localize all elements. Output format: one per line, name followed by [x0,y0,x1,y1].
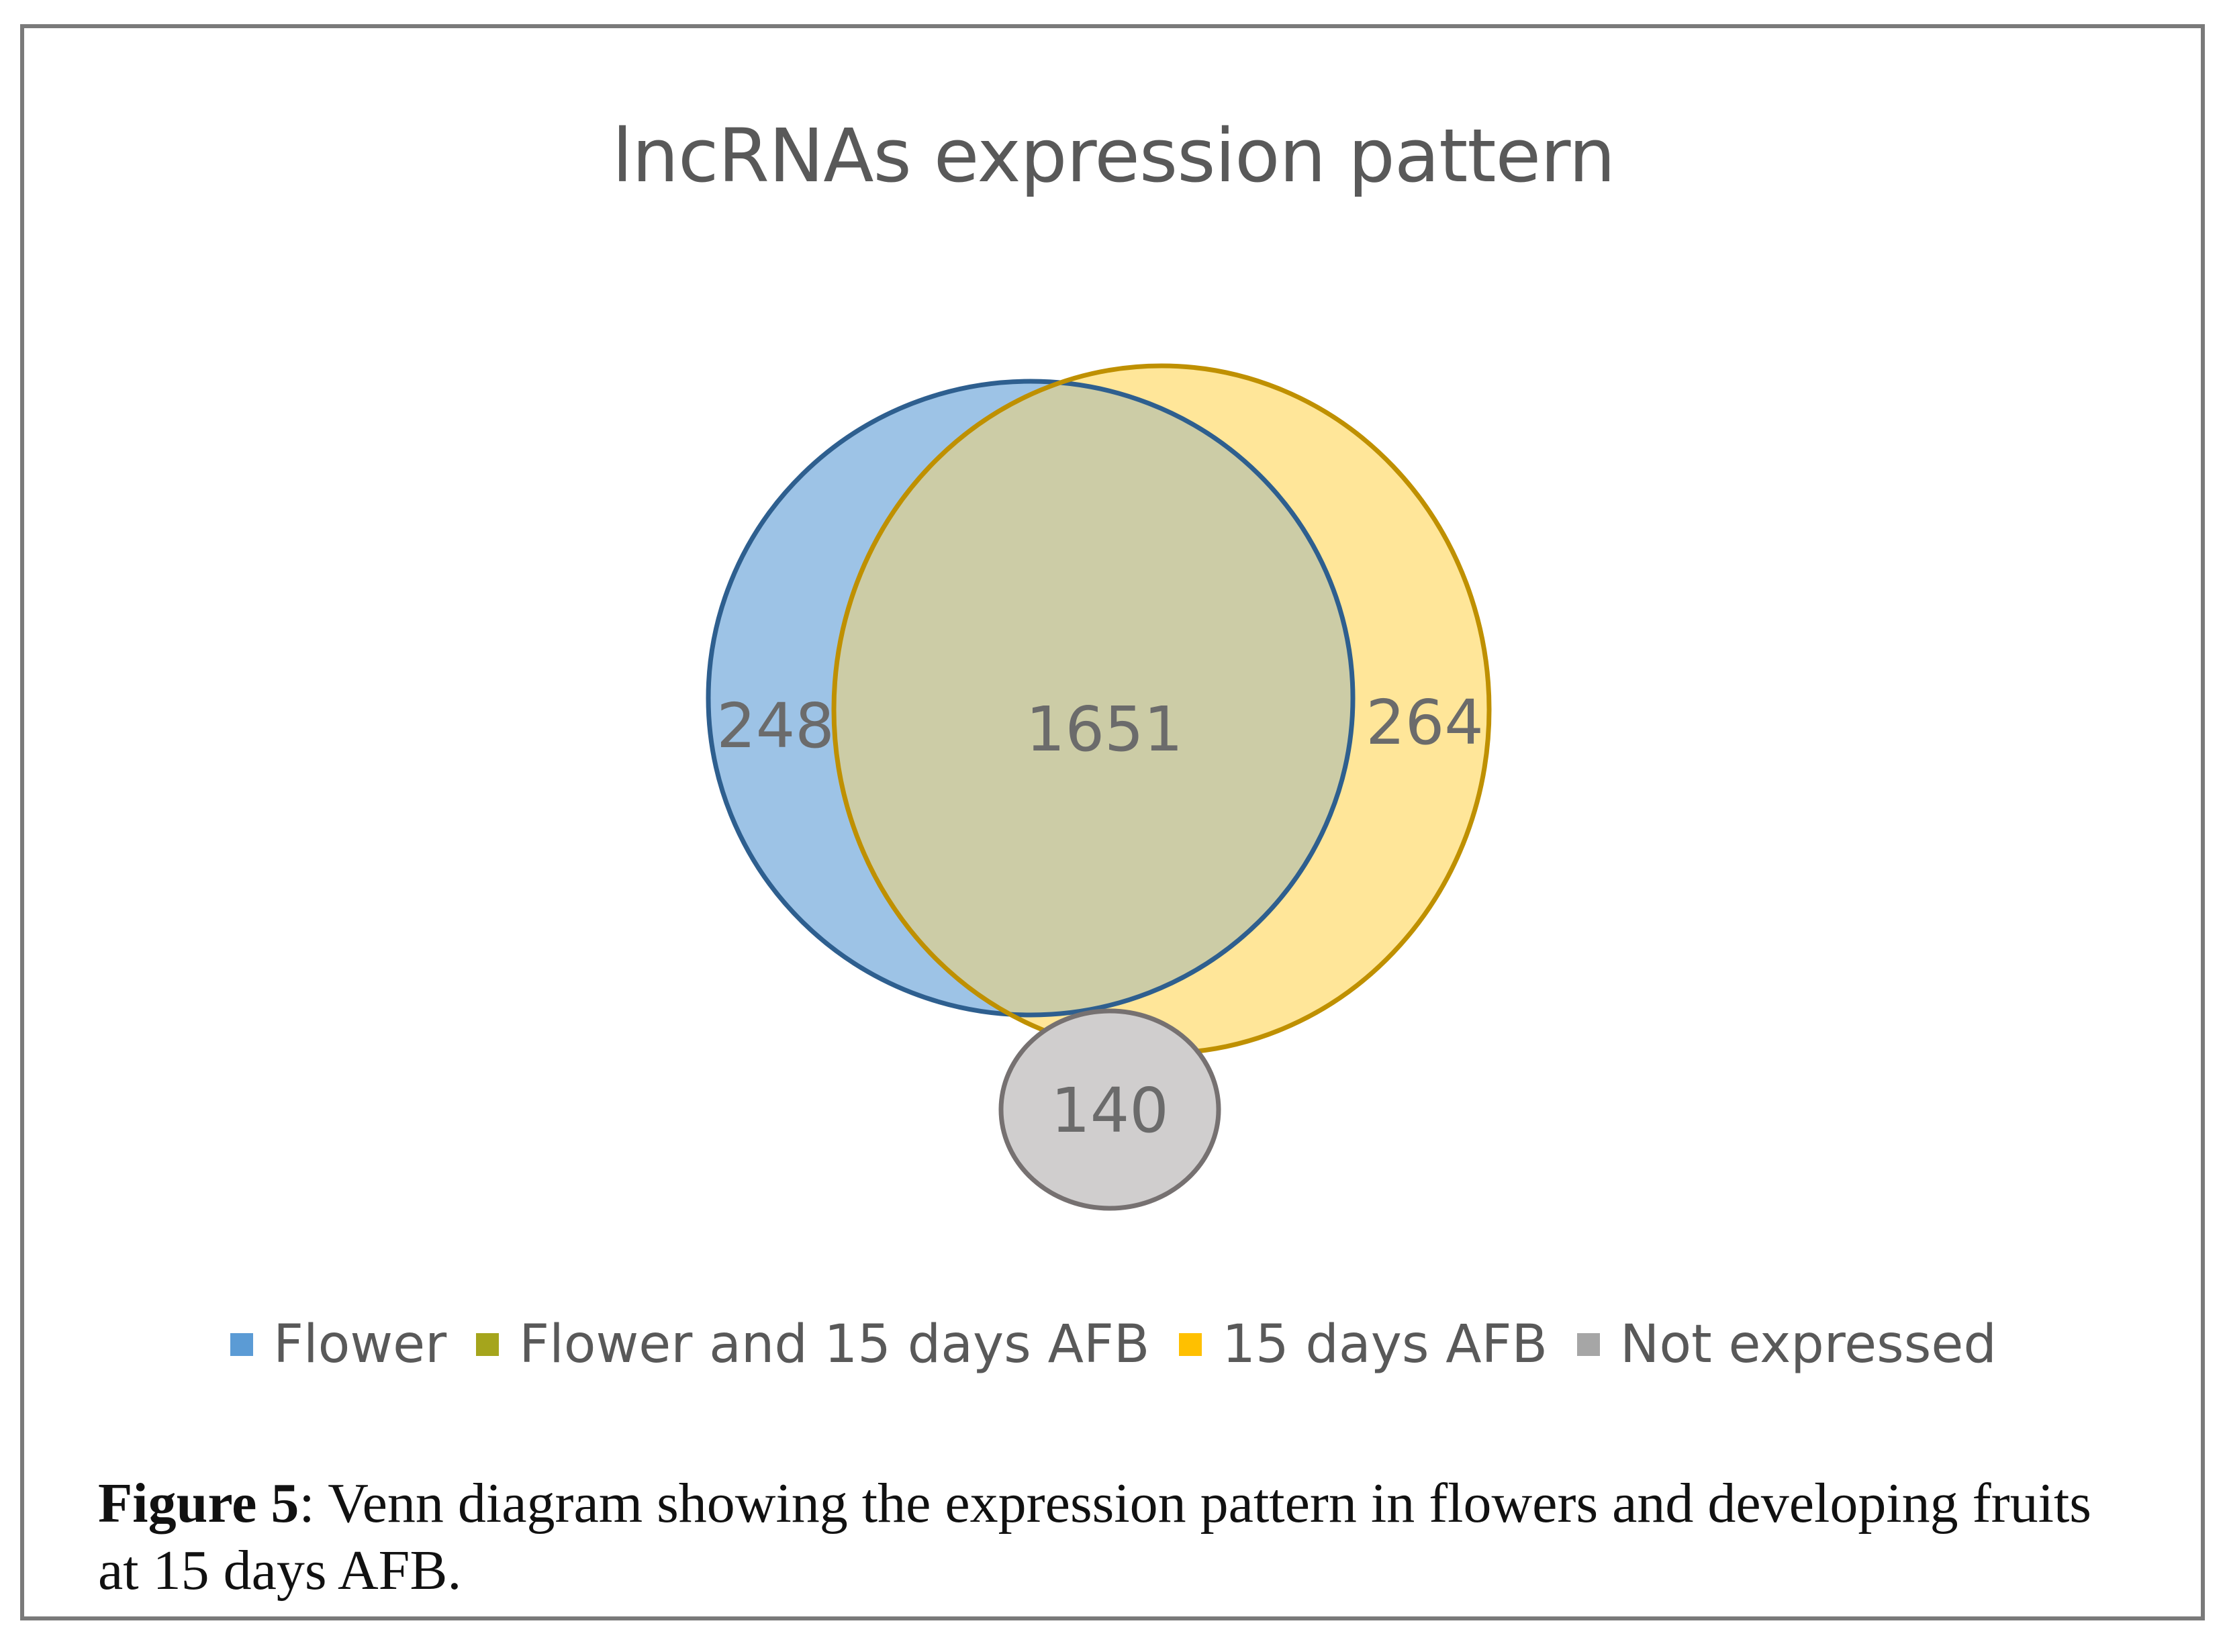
legend-item-both: Flower and 15 days AFB [476,1314,1149,1375]
diagram-title: lncRNAs expression pattern [612,113,1615,199]
legend-swatch-flower [230,1333,254,1356]
legend-label-fruit: 15 days AFB [1222,1314,1548,1375]
legend-swatch-not-expressed [1577,1333,1601,1356]
legend-item-fruit: 15 days AFB [1179,1314,1548,1375]
legend-label-not-expressed: Not expressed [1620,1314,1997,1375]
fruit-only-count: 264 [1366,687,1484,759]
caption-text: : Venn diagram showing the expression pa… [98,1472,2091,1602]
flower-only-count: 248 [716,690,835,762]
not-expressed-circle [998,1008,1221,1211]
legend-item-not-expressed: Not expressed [1577,1314,1997,1375]
legend-label-both: Flower and 15 days AFB [519,1314,1150,1375]
caption-label: Figure 5 [98,1472,299,1535]
legend: Flower Flower and 15 days AFB 15 days AF… [0,1314,2227,1375]
flower-set-outline [706,379,1356,1018]
legend-item-flower: Flower [230,1314,446,1375]
not-expressed-count: 140 [1051,1075,1169,1147]
legend-label-flower: Flower [273,1314,447,1375]
figure-caption: Figure 5: Venn diagram showing the expre… [98,1470,2139,1604]
overlap-count: 1651 [1026,693,1183,765]
legend-swatch-both [476,1333,500,1356]
legend-swatch-fruit [1179,1333,1202,1356]
